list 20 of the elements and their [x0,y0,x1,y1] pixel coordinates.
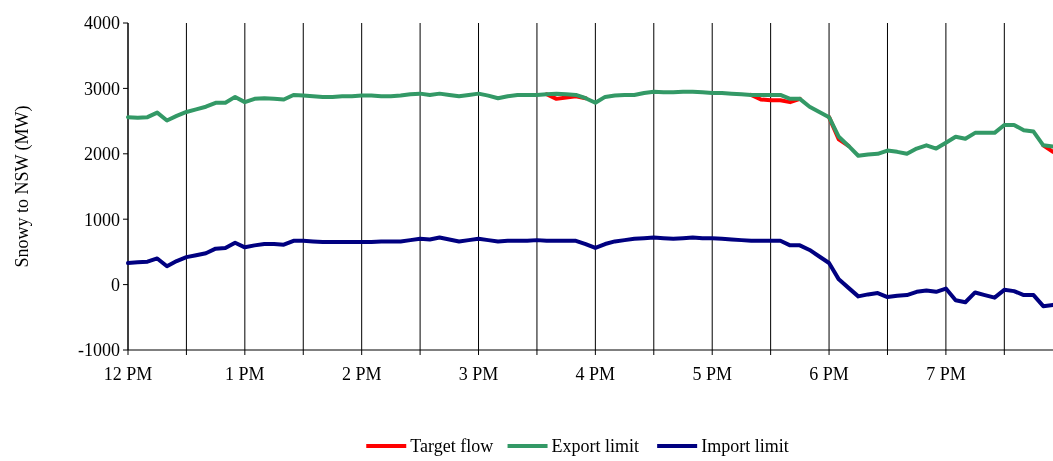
line-series [126,235,1053,309]
legend-label: Target flow [410,436,494,456]
y-tick-label: 0 [111,274,120,295]
legend-label: Export limit [551,436,640,456]
y-tick-label: 2000 [84,144,120,165]
line-series [126,89,1053,158]
y-axis-title: Snowy to NSW (MW) [12,105,33,268]
x-tick-label: 1 PM [225,364,265,384]
x-tick-label: 2 PM [341,364,382,384]
x-tick-label: 12 PM [103,364,153,384]
x-tick-label: 6 PM [809,364,849,384]
y-tick-label: 1000 [84,209,120,230]
x-tick-label: 3 PM [458,364,499,384]
y-tick-label: 4000 [84,13,120,34]
x-tick-label: 7 PM [926,364,966,384]
x-tick-label: 4 PM [575,364,616,384]
y-tick-label: -1000 [78,340,120,361]
x-tick-label: 5 PM [692,364,732,384]
y-tick-label: 3000 [84,78,120,99]
legend-label: Import limit [701,436,789,456]
